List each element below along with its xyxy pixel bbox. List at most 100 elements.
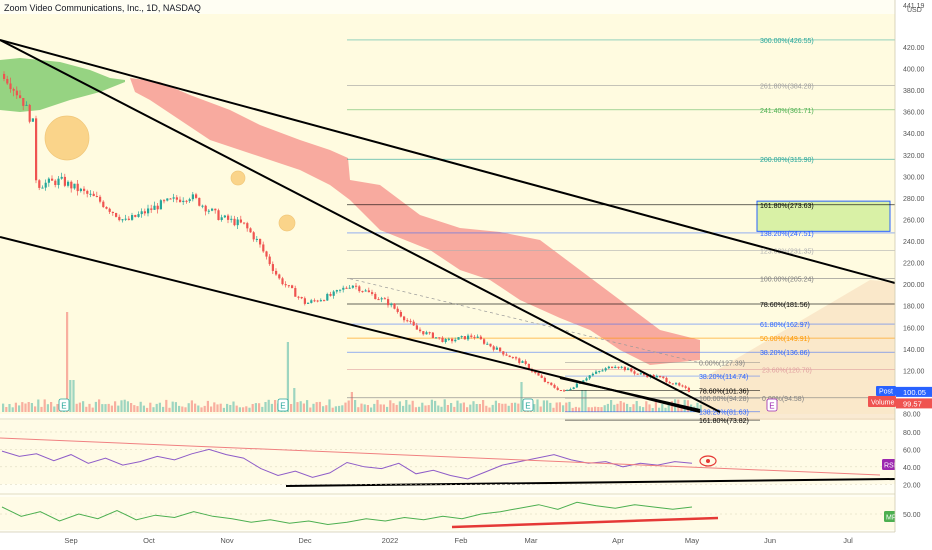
- candle-body: [195, 194, 198, 198]
- volume-bar: [466, 407, 469, 412]
- candle-body: [502, 351, 505, 355]
- last-price-badge: [896, 386, 932, 397]
- volume-bar: [344, 402, 347, 412]
- candle-body: [534, 371, 537, 373]
- close-price-badge: [896, 398, 932, 409]
- candle-body: [569, 389, 572, 391]
- volume-bar: [126, 401, 129, 412]
- trend-line: [0, 39, 896, 284]
- volume-bar: [328, 399, 331, 412]
- candle-body: [604, 368, 607, 371]
- candle-body: [230, 218, 233, 220]
- volume-bar: [379, 404, 382, 412]
- volume-bar: [482, 400, 485, 412]
- fib-extension-label: 0.00%(94.58): [762, 396, 804, 403]
- candle-body: [470, 335, 473, 337]
- trend-lines: [0, 39, 896, 487]
- candle-body: [329, 293, 332, 296]
- rsi-badge: [882, 459, 897, 470]
- candle-body: [543, 377, 546, 382]
- volume-bar: [533, 404, 536, 412]
- volume-bar: [174, 402, 177, 412]
- fib-extension-label: 241.40%(361.71): [760, 108, 814, 115]
- volume-bar: [408, 404, 411, 412]
- volume-bar: [555, 402, 558, 412]
- candle-body: [313, 300, 316, 302]
- volume-bar: [75, 403, 78, 412]
- fib-retracement-label: 100.00%(94.28): [699, 396, 749, 403]
- cloud-bearish: [130, 78, 700, 365]
- volume-bar: [626, 403, 629, 412]
- candle-body: [287, 285, 290, 287]
- volume-bar: [30, 403, 33, 412]
- candle-body: [623, 366, 626, 371]
- candle-body: [182, 200, 185, 203]
- candle-body: [294, 288, 297, 297]
- x-tick-label: 2022: [382, 536, 399, 545]
- fib-extension-label: 161.80%(273.63): [760, 203, 814, 210]
- trend-line: [0, 39, 721, 413]
- candle-body: [35, 118, 38, 181]
- volume-bar: [226, 403, 229, 412]
- volume-bar: [405, 400, 408, 412]
- candle-body: [198, 197, 201, 206]
- fib-extension-label: 200.00%(315.90): [760, 157, 814, 164]
- volume-bar: [286, 342, 289, 412]
- candle-body: [441, 337, 444, 342]
- volume-bar: [357, 407, 360, 412]
- volume-bar: [2, 403, 5, 412]
- volume-badge-label: Volume: [871, 400, 894, 407]
- volume-bar: [485, 405, 488, 412]
- candle-body: [550, 382, 553, 385]
- candle-body: [169, 198, 172, 200]
- candle-body: [51, 178, 54, 181]
- candle-body: [89, 193, 92, 195]
- volume-bar: [8, 404, 11, 412]
- candle-body: [409, 320, 412, 322]
- volume-bar: [565, 402, 568, 412]
- eye-icon-pupil: [706, 459, 710, 463]
- mf-trend-line: [451, 516, 719, 529]
- volume-bar: [571, 407, 574, 412]
- candle-body: [188, 199, 191, 202]
- cloud-bullish: [0, 58, 125, 112]
- candle-body: [223, 215, 226, 218]
- highlight-circle: [230, 170, 246, 186]
- volume-badge: [868, 396, 896, 407]
- candle-body: [316, 300, 319, 302]
- candle-body: [383, 298, 386, 300]
- candle-body: [527, 363, 530, 370]
- candle-body: [70, 181, 73, 189]
- time-axis-bg: [0, 532, 932, 550]
- rsi-badge-label: RSI: [884, 463, 896, 470]
- earnings-marker-label: E: [769, 402, 774, 411]
- candle-body: [131, 215, 134, 220]
- candle-body: [607, 366, 610, 369]
- volume-bar: [229, 405, 232, 412]
- volume-bar: [510, 402, 513, 412]
- ichimoku-cloud: [0, 58, 700, 365]
- volume-bar: [248, 407, 251, 412]
- candle-body: [175, 197, 178, 200]
- candle-body: [566, 389, 569, 391]
- volume-bar: [389, 400, 392, 412]
- volume-bar: [494, 400, 497, 412]
- volume-bar: [133, 405, 136, 412]
- candle-body: [15, 90, 18, 96]
- candle-body: [54, 180, 57, 186]
- candle-body: [252, 232, 255, 240]
- candle-body: [479, 336, 482, 340]
- volume-bar: [430, 399, 433, 412]
- fib-extension-label: 100.00%(205.24): [760, 276, 814, 283]
- candle-body: [438, 337, 441, 339]
- candle-body: [278, 274, 281, 279]
- volume-bar: [536, 399, 539, 412]
- volume-bar: [629, 407, 632, 412]
- highlight-circle: [278, 214, 296, 232]
- earnings-marker-label: E: [525, 402, 530, 411]
- candle-body: [207, 210, 210, 212]
- candle-body: [620, 366, 623, 368]
- volume-bar: [306, 400, 309, 412]
- volume-bar: [123, 399, 126, 412]
